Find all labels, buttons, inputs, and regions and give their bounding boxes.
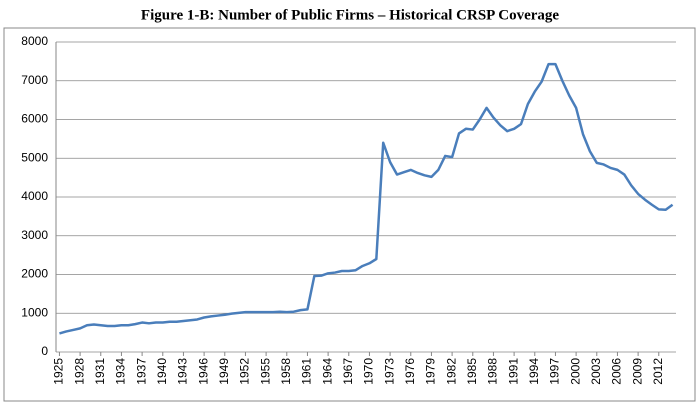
x-tick-label: 2012 [651, 358, 665, 385]
x-tick-label: 1958 [279, 358, 293, 385]
y-tick-label: 4000 [21, 189, 48, 203]
x-tick-label: 2000 [568, 358, 582, 385]
x-tick-label: 1934 [114, 358, 128, 385]
x-tick-label: 1937 [134, 358, 148, 385]
x-tick-label: 1925 [52, 358, 66, 385]
y-tick-label: 5000 [21, 150, 48, 164]
x-tick-label: 1943 [176, 358, 190, 385]
y-tick-label: 8000 [21, 34, 48, 48]
x-tick-label: 1949 [217, 358, 231, 385]
x-tick-label: 1961 [300, 358, 314, 385]
x-tick-label: 1988 [486, 358, 500, 385]
x-tick-label: 1946 [196, 358, 210, 385]
x-tick-label: 2009 [630, 358, 644, 385]
chart-title: Figure 1-B: Number of Public Firms – His… [141, 7, 559, 23]
x-tick-label: 2006 [610, 358, 624, 385]
x-tick-label: 1973 [382, 358, 396, 385]
x-tick-label: 1985 [465, 358, 479, 385]
x-tick-label: 1955 [258, 358, 272, 385]
y-tick-label: 7000 [21, 73, 48, 87]
y-tick-label: 1000 [21, 305, 48, 319]
y-tick-label: 2000 [21, 267, 48, 281]
x-tick-label: 1964 [320, 358, 334, 385]
x-tick-label: 1979 [424, 358, 438, 385]
y-tick-label: 0 [41, 344, 48, 358]
x-tick-label: 1970 [362, 358, 376, 385]
chart-border [3, 27, 696, 402]
x-tick-label: 1967 [341, 358, 355, 385]
data-line [59, 62, 674, 335]
y-tick-label: 3000 [21, 228, 48, 242]
x-tick-label: 1976 [403, 358, 417, 385]
x-tick-label: 1940 [155, 358, 169, 385]
x-tick-label: 1952 [238, 358, 252, 385]
x-tick-label: 1931 [93, 358, 107, 385]
x-tick-label: 1994 [527, 358, 541, 385]
x-tick-label: 1997 [548, 358, 562, 385]
x-tick-label: 1982 [444, 358, 458, 385]
x-tick-label: 1928 [72, 358, 86, 385]
y-tick-label: 6000 [21, 112, 48, 126]
x-tick-label: 2003 [589, 358, 603, 385]
x-tick-label: 1991 [506, 358, 520, 385]
